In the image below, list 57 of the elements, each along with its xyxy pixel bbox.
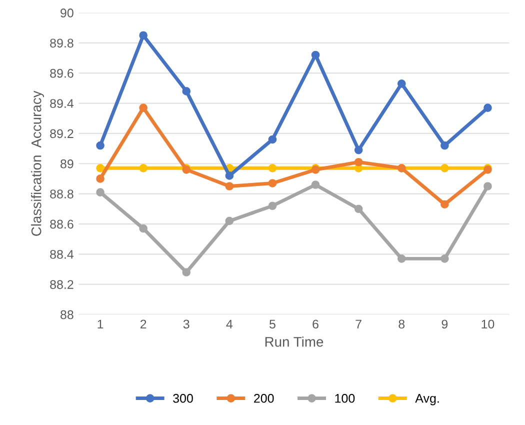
y-tick-label: 88.2 <box>50 280 74 289</box>
point <box>268 135 277 144</box>
point <box>440 254 449 263</box>
point <box>268 179 277 188</box>
x-tick-label: 5 <box>270 320 276 329</box>
x-tick-label: 3 <box>183 320 190 329</box>
legend-label: 200 <box>254 394 274 403</box>
point <box>96 188 104 196</box>
x-tick-label: 8 <box>398 320 405 329</box>
point <box>440 200 449 209</box>
point <box>354 204 363 214</box>
y-tick-label: 88 <box>60 310 74 320</box>
y-tick-label: 88.6 <box>50 220 74 229</box>
point <box>440 164 449 172</box>
point <box>311 180 320 189</box>
point <box>182 87 191 96</box>
point <box>225 216 234 226</box>
x-tick-label: 6 <box>312 320 318 329</box>
y-axis-title: Classification Accuracy <box>31 90 44 236</box>
y-tick-label: 89 <box>60 159 74 168</box>
y-tick-label: 88.8 <box>50 190 74 198</box>
point <box>182 268 191 276</box>
point <box>96 174 104 183</box>
point <box>139 224 148 233</box>
point <box>96 164 104 172</box>
x-axis-title: Run Time <box>265 336 324 347</box>
point <box>225 182 234 190</box>
point <box>397 254 406 263</box>
point <box>139 31 148 40</box>
point <box>440 141 449 150</box>
point <box>484 104 492 112</box>
y-tick-label: 88.4 <box>50 250 74 259</box>
x-tick-label: 1 <box>98 320 104 328</box>
y-tick-label: 89.2 <box>50 129 74 138</box>
x-tick-label: 10 <box>482 320 494 329</box>
point <box>139 104 148 112</box>
point <box>354 158 363 166</box>
legend-label: 100 <box>335 394 355 403</box>
x-tick-label: 7 <box>356 320 362 328</box>
y-tick-label: 90 <box>60 8 74 18</box>
x-tick-label: 2 <box>140 320 146 328</box>
x-tick-label: 9 <box>442 320 448 329</box>
point <box>96 141 104 150</box>
legend-label: 300 <box>173 394 193 403</box>
x-tick-label: 4 <box>226 320 233 328</box>
point <box>311 50 320 60</box>
legend-label: Avg. <box>415 394 439 406</box>
y-tick-label: 89.8 <box>50 38 74 48</box>
y-tick-label: 89.4 <box>50 99 74 108</box>
point <box>268 202 277 210</box>
y-tick-label: 89.6 <box>50 68 74 78</box>
point <box>268 164 277 172</box>
point <box>225 172 234 180</box>
point <box>484 182 492 190</box>
point <box>354 146 363 154</box>
point <box>139 164 148 172</box>
point <box>397 79 406 88</box>
